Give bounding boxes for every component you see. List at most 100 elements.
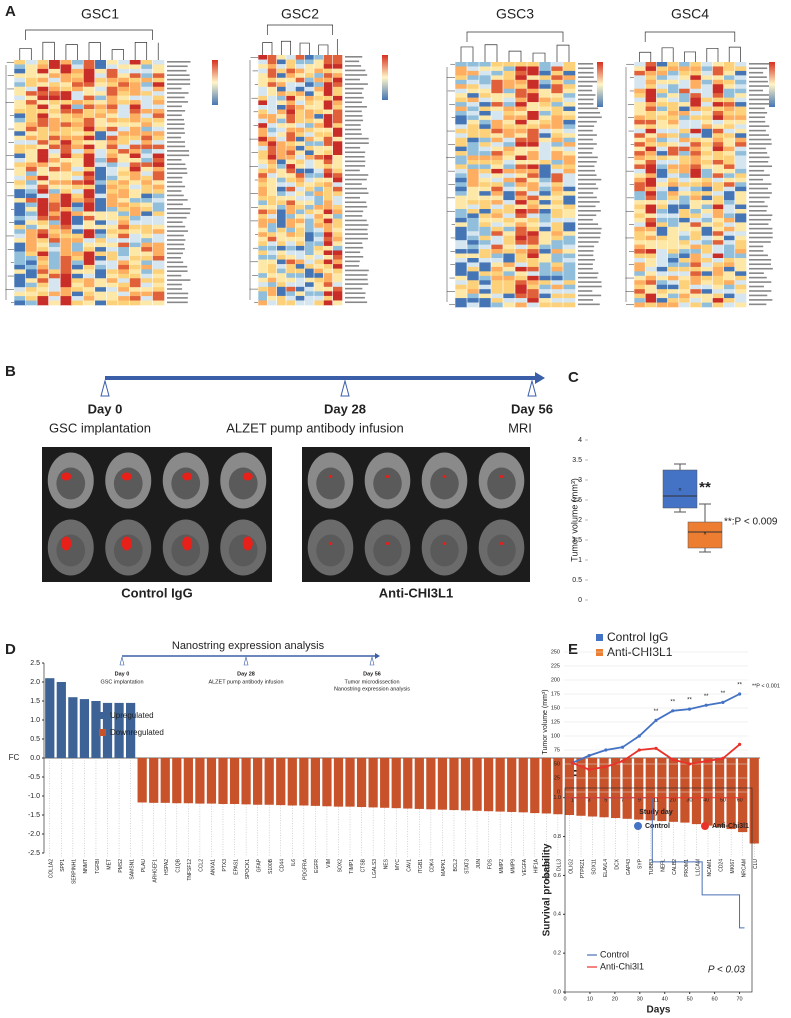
- gene-label-line: [578, 169, 595, 172]
- heatmap-cell: [678, 280, 691, 286]
- heatmap-cell: [152, 282, 165, 288]
- y-tick-label: -0.5: [28, 774, 40, 781]
- heatmap-cell: [152, 296, 165, 301]
- heatmap-cell: [690, 244, 702, 250]
- bar: [449, 758, 459, 811]
- heatmap-cell: [332, 295, 343, 301]
- heatmap-cell: [37, 104, 49, 110]
- heatmap-cell: [701, 244, 713, 250]
- heatmap-cell: [491, 70, 504, 76]
- gene-label-line: [345, 215, 363, 217]
- heatmap-cell: [25, 140, 38, 145]
- heatmap-cell: [734, 124, 747, 130]
- timeline-event: ALZET pump antibody infusion: [208, 679, 283, 685]
- x-tick-label: 30: [637, 996, 643, 1002]
- heatmap-cell: [656, 177, 668, 183]
- heatmap-cell: [551, 258, 564, 263]
- heatmap-cell: [258, 214, 268, 219]
- heatmap-cell: [267, 195, 277, 201]
- gene-label-line: [345, 146, 361, 149]
- heatmap-cell: [645, 231, 657, 237]
- heatmap-cell: [117, 242, 130, 248]
- heatmap-cell: [667, 266, 680, 272]
- heatmap-cell: [467, 79, 480, 85]
- heatmap-cell: [37, 189, 49, 194]
- heatmap-cell: [71, 264, 84, 270]
- heatmap-cell: [129, 215, 142, 221]
- heatmap-cell: [734, 191, 747, 196]
- heatmap-cell: [491, 195, 504, 201]
- heatmap-cell: [106, 91, 119, 96]
- heatmap-cell: [140, 135, 153, 141]
- heatmap-cell: [734, 173, 747, 179]
- heatmap-cell: [276, 59, 287, 65]
- gene-label-line: [578, 156, 598, 159]
- heatmap-cell: [267, 259, 277, 265]
- heatmap-cell: [152, 189, 165, 194]
- heatmap-cell: [129, 140, 142, 145]
- heatmap-cell: [712, 195, 724, 201]
- gene-label-line: [749, 245, 764, 248]
- heatmap-cell: [527, 146, 540, 152]
- heatmap-cell: [527, 302, 540, 308]
- heatmap-cell: [551, 106, 564, 112]
- heatmap-cell: [645, 244, 657, 250]
- heatmap-cell: [563, 266, 576, 272]
- heatmap-cell: [634, 106, 646, 112]
- heatmap-cell: [656, 84, 668, 90]
- heatmap-cell: [656, 173, 668, 179]
- point: [671, 709, 675, 713]
- heatmap-cell: [37, 198, 49, 203]
- arrow-head: [375, 653, 380, 659]
- heatmap-cell: [332, 259, 343, 265]
- heatmap-cell: [48, 233, 61, 239]
- heatmap-cell: [258, 159, 268, 165]
- y-tick-label: 0.5: [30, 736, 40, 743]
- bar: [264, 758, 274, 805]
- heatmap-cell: [551, 204, 564, 210]
- heatmap-cell: [712, 302, 724, 308]
- heatmap-cell: [551, 79, 564, 85]
- heatmap-cell: [267, 73, 277, 79]
- x-tick-label: GAP43: [626, 859, 632, 875]
- heatmap-cell: [25, 247, 38, 252]
- heatmap-cell: [563, 84, 576, 90]
- heatmap-cell: [503, 284, 516, 290]
- heatmap-cell: [60, 77, 72, 83]
- heatmap-cell: [690, 124, 702, 130]
- heatmap-cell: [491, 151, 504, 156]
- heatmap-cell: [690, 289, 702, 294]
- heatmap-cell: [94, 171, 107, 177]
- heatmap-cell: [455, 146, 468, 152]
- heatmap-cell: [140, 117, 153, 123]
- heatmap-cell: [71, 109, 84, 114]
- heatmap-cell: [527, 173, 540, 179]
- heatmap-cell: [83, 77, 96, 83]
- heatmap-cell: [667, 302, 680, 308]
- heatmap-cell: [479, 66, 492, 72]
- heatmap-cell: [467, 66, 480, 72]
- heatmap-cell: [48, 273, 61, 279]
- heatmap-cell: [267, 268, 277, 274]
- heatmap-cell: [48, 91, 61, 96]
- heatmap-cell: [734, 298, 747, 303]
- heatmap-cell: [106, 251, 119, 257]
- heatmap-cell: [276, 123, 287, 129]
- heatmap-cell: [539, 66, 552, 72]
- x-tick-label: SAMSN1: [129, 859, 135, 880]
- heatmap-cell: [25, 220, 38, 226]
- heatmap-cell: [48, 300, 61, 306]
- heatmap-cell: [83, 229, 96, 235]
- gene-label-line: [345, 278, 368, 281]
- heatmap-cell: [286, 236, 296, 242]
- heatmap-cell: [455, 249, 468, 254]
- heatmap-cell: [467, 289, 480, 294]
- heatmap-cell: [491, 102, 504, 107]
- heatmap-cell: [129, 113, 142, 119]
- heatmap-cell: [690, 262, 702, 268]
- heatmap-cell: [491, 124, 504, 130]
- gene-label-line: [578, 71, 594, 74]
- gene-label-line: [167, 105, 182, 108]
- gene-label-line: [345, 87, 364, 90]
